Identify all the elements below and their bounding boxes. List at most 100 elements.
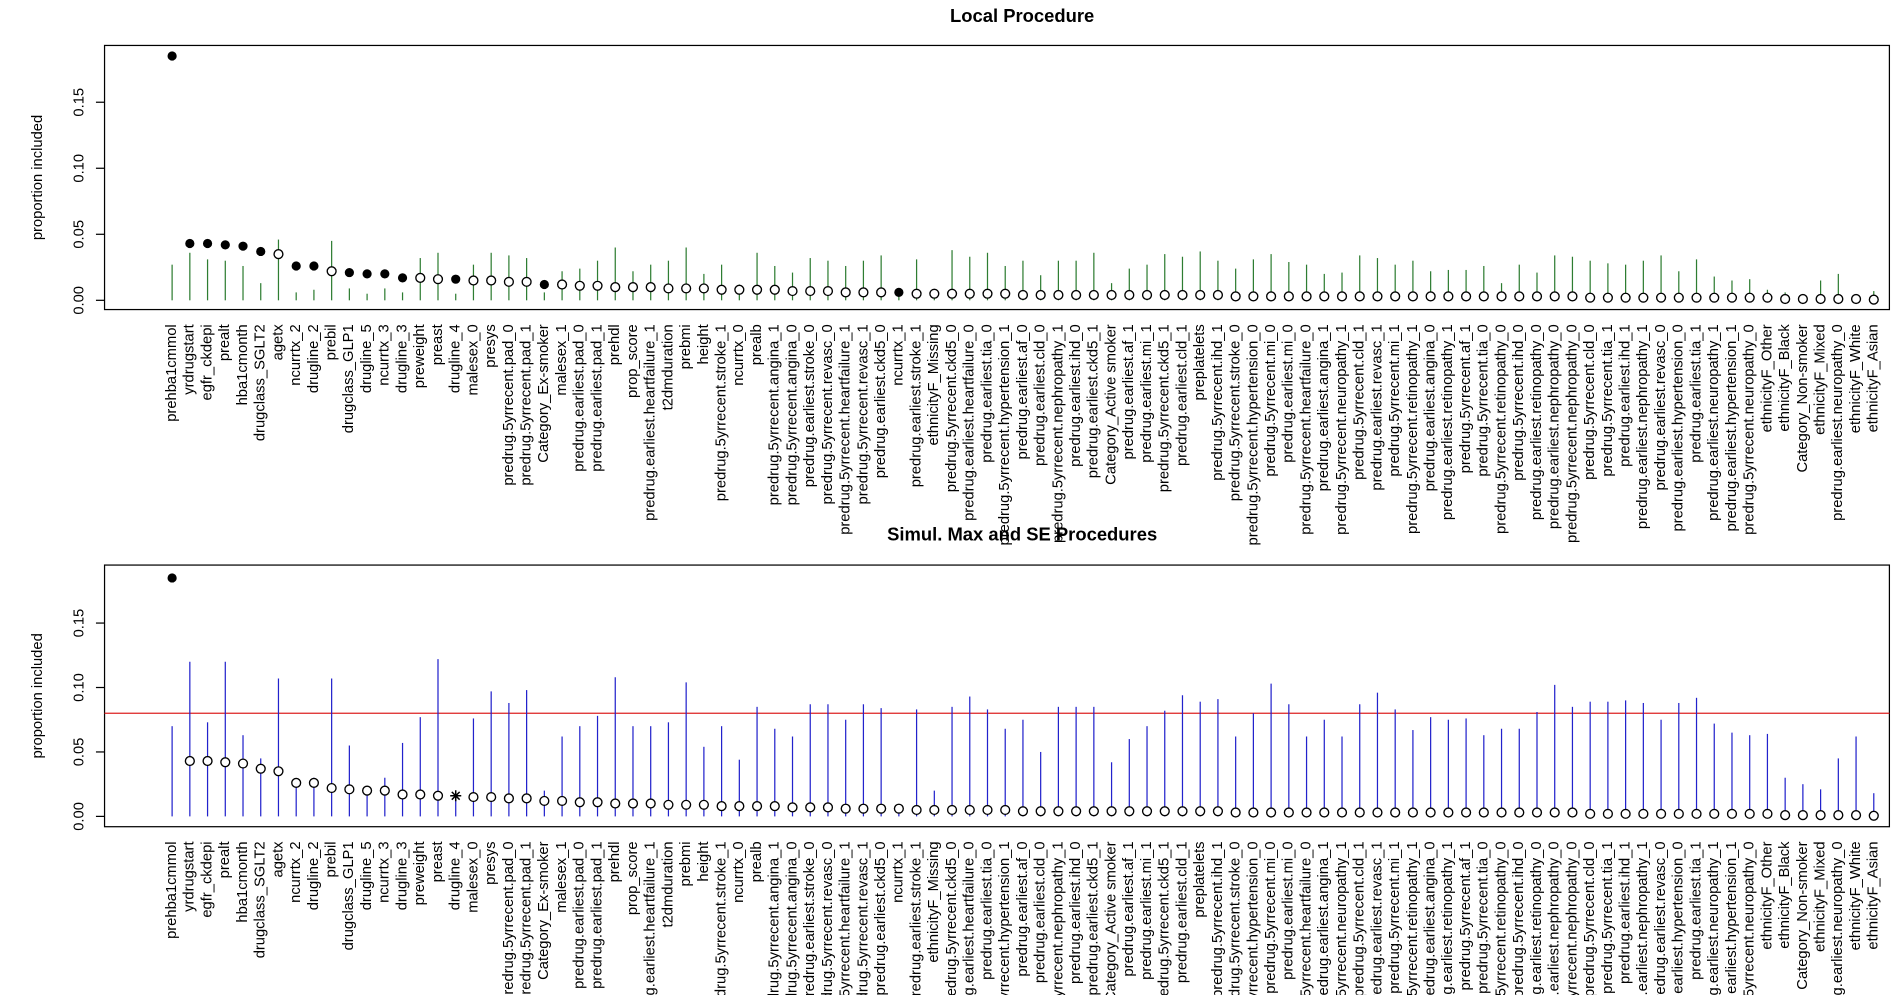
x-tick-label: ethnicityF_White <box>1848 324 1864 433</box>
x-tick-label: predrug.earliest.angina_0 <box>1423 841 1439 995</box>
point <box>326 266 337 277</box>
point <box>1602 808 1613 819</box>
point <box>1549 807 1560 818</box>
point <box>1035 289 1046 301</box>
x-tick-label: height <box>696 324 712 364</box>
point <box>1531 807 1543 818</box>
point <box>1283 291 1294 302</box>
point <box>486 275 497 286</box>
point <box>1017 806 1029 817</box>
point <box>1071 806 1082 817</box>
point <box>468 275 479 286</box>
point <box>220 757 231 768</box>
x-tick-label: prehba1cmmol <box>164 324 180 421</box>
x-tick-label: ethnicityF_White <box>1848 841 1864 950</box>
x-tick-label: predrug.5yrrecent.stroke_0 <box>1228 841 1244 995</box>
x-tick-label: predrug.earliest.tia_0 <box>979 324 995 462</box>
x-tick-label: predrug.5yrrecent.ihd_1 <box>1210 841 1226 995</box>
point <box>1407 807 1419 818</box>
x-tick-label: predrug.5yrrecent.tia_1 <box>1600 324 1616 476</box>
x-tick-label: Category_Active smoker <box>1103 841 1119 995</box>
x-tick-label: predrug.5yrrecent.angina_1 <box>767 324 783 505</box>
x-tick-label: ethnicityF_Mixed <box>1812 841 1828 952</box>
x-tick-label: malesex_1 <box>554 324 570 395</box>
x-tick-label: predrug.earliest.mi_1 <box>1139 324 1155 462</box>
point <box>858 803 869 814</box>
point <box>1567 807 1578 818</box>
point <box>1620 808 1631 819</box>
x-tick-label: predrug.5yrrecent.nephropathy_1 <box>1050 841 1066 995</box>
point <box>1266 291 1277 302</box>
point <box>1797 810 1808 821</box>
point <box>1744 292 1755 303</box>
point <box>1230 807 1241 818</box>
y-tick-label: 0.10 <box>72 154 88 183</box>
point <box>185 238 195 249</box>
x-tick-label: egfr_ckdepi <box>199 324 215 400</box>
x-tick-label: drugline_5 <box>359 324 375 393</box>
point <box>1301 291 1312 302</box>
x-tick-label: predrug.5yrrecent.ihd_1 <box>1210 324 1226 480</box>
point <box>592 797 603 808</box>
point <box>256 246 266 257</box>
x-tick-label: predrug.5yrrecent.hypertension_0 <box>1245 841 1261 995</box>
x-tick-label: ethnicityF_Other <box>1759 324 1775 432</box>
x-tick-label: ethnicityF_Black <box>1777 324 1793 432</box>
point <box>273 248 284 260</box>
x-tick-label: predrug.earliest.retinopathy_1 <box>1440 324 1456 520</box>
point <box>1815 810 1826 821</box>
point <box>1443 807 1454 818</box>
x-tick-label: predrug.earliest.heartfailure_1 <box>643 324 659 521</box>
point <box>1496 807 1507 818</box>
x-tick-label: predrug.5yrrecent.cld_1 <box>1352 324 1368 480</box>
point <box>1496 291 1507 302</box>
x-tick-label: predrug.5yrrecent.af_1 <box>1458 324 1474 473</box>
x-tick-label: presys <box>483 324 499 367</box>
x-tick-label: predrug.5yrrecent.cld_0 <box>1582 841 1598 995</box>
x-tick-label: predrug.5yrrecent.nephropathy_0 <box>1564 324 1580 543</box>
x-tick-label: ncurrtx_0 <box>731 324 747 385</box>
x-tick-label: t2dmduration <box>660 841 676 927</box>
x-tick-label: predrug.5yrrecent.neuropathy_0 <box>1742 841 1758 995</box>
x-tick-label: predrug.earliest.tia_1 <box>1688 324 1704 462</box>
x-tick-label: predrug.5yrrecent.heartfailure_1 <box>838 324 854 534</box>
point <box>894 287 904 297</box>
point <box>822 802 834 813</box>
point <box>326 782 337 794</box>
point <box>308 777 320 788</box>
x-tick-label: prealt <box>217 324 233 361</box>
y-tick-label: 0.05 <box>72 220 88 249</box>
point <box>1673 292 1684 303</box>
point <box>751 800 763 812</box>
point <box>1691 292 1702 303</box>
x-tick-label: predrug.5yrrecent.mi_1 <box>1387 841 1403 993</box>
point <box>627 282 639 293</box>
point <box>1195 289 1206 301</box>
x-tick-label: predrug.earliest.heartfailure_0 <box>962 324 978 521</box>
x-tick-label: predrug.earliest.neuropathy_0 <box>1830 841 1846 995</box>
x-tick-label: prebmi <box>678 324 694 369</box>
point <box>1709 292 1720 303</box>
point <box>556 795 568 807</box>
x-tick-label: prebil <box>324 841 340 877</box>
point <box>1833 293 1844 305</box>
x-tick-label: predrug.5yrrecent.stroke_1 <box>713 841 729 995</box>
point <box>698 283 709 294</box>
x-tick-label: predrug.5yrrecent.revasc_1 <box>855 324 871 504</box>
x-tick-label: predrug.earliest.nephropathy_0 <box>1547 324 1563 529</box>
point <box>1638 292 1649 303</box>
point <box>1000 804 1011 816</box>
point <box>1106 289 1117 301</box>
point <box>1177 806 1188 817</box>
point <box>397 789 408 800</box>
point <box>1850 293 1862 305</box>
point <box>521 793 532 804</box>
x-tick-label: drugline_2 <box>306 324 322 393</box>
point <box>202 755 213 767</box>
x-tick-label: predrug.5yrrecent.angina_0 <box>784 324 800 505</box>
x-tick-label: predrug.earliest.ihd_1 <box>1618 324 1634 467</box>
x-tick-label: presys <box>483 841 499 884</box>
x-tick-label: predrug.5yrrecent.mi_0 <box>1263 324 1279 476</box>
x-tick-label: predrug.earliest.af_0 <box>1015 324 1031 459</box>
x-tick-label: predrug.5yrrecent.cld_0 <box>1582 324 1598 480</box>
